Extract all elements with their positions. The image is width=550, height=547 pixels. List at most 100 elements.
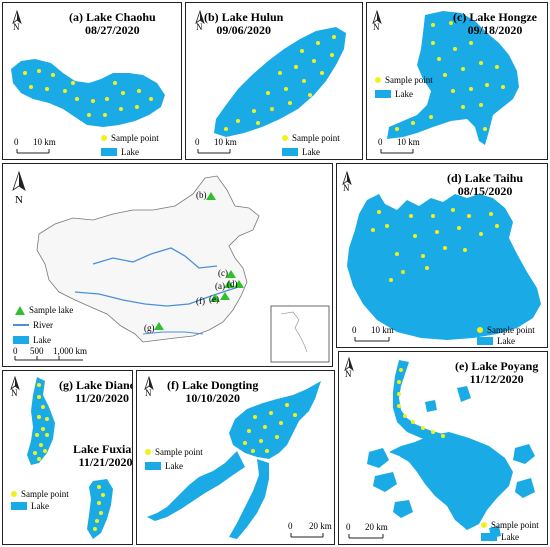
fuxian-title: Lake Fuxian 11/21/2020 <box>73 443 133 469</box>
chaohu-sample-points <box>23 69 153 117</box>
poyang-sample-points <box>397 368 445 438</box>
north-label: N <box>13 22 20 32</box>
lake-name: (d) Lake Taihu <box>447 171 524 185</box>
dongting-south-channel <box>229 459 269 539</box>
panel-dianchi: N (g) Lake Dianchi 11/20/2020 Lake Fuxia… <box>2 370 133 545</box>
scale-zero: 0 <box>352 325 357 335</box>
sample-point-icon <box>101 135 107 141</box>
lake-fuxian-shape <box>87 479 113 539</box>
legend-label: Sample point <box>487 325 535 335</box>
label-e: (e) <box>209 294 219 304</box>
lake-hulun-shape <box>214 27 346 137</box>
legend-lake: Lake <box>481 532 519 542</box>
dongting-west-channel <box>147 451 245 521</box>
legend-lake: Lake <box>282 147 320 157</box>
scale-distance: 10 km <box>397 137 420 147</box>
north-label: N <box>196 22 203 32</box>
legend-lake: Lake <box>477 336 515 346</box>
sample-point-icon <box>282 135 288 141</box>
lake-name: (b) Lake Hulun <box>204 10 284 24</box>
legend-label: Lake <box>33 335 51 345</box>
scale-zero: 0 <box>378 137 383 147</box>
legend-sample-point: Sample point <box>11 489 69 499</box>
scale-distance: 20 km <box>309 521 332 531</box>
legend-label: Lake <box>121 147 139 157</box>
scale-zero: 0 <box>14 137 19 147</box>
chaohu-title: (a) Lake Chaohu 08/27/2020 <box>69 11 156 37</box>
legend-lake: Lake <box>11 501 49 511</box>
lake-name: (f) Lake Dongting <box>167 378 259 392</box>
legend-sample-point: Sample point <box>481 520 539 530</box>
lake-swatch-icon <box>13 336 29 344</box>
legend-lake: Lake <box>375 89 413 99</box>
north-arrow-icon <box>10 375 20 391</box>
north-label: N <box>343 183 350 193</box>
dongting-title: (f) Lake Dongting 10/10/2020 <box>167 379 258 405</box>
legend-sample-point: Sample point <box>477 325 535 335</box>
scale-zero: 0 <box>346 522 351 532</box>
scale-zero: 0 <box>13 346 18 356</box>
scale-distance: 20 km <box>365 522 388 532</box>
survey-date: 08/27/2020 <box>85 23 140 37</box>
china-map <box>12 170 330 363</box>
label-b: (b) <box>196 190 207 200</box>
panel-china: N (b) (c) (d) (a) (e) (f) (g) Sample lak… <box>2 163 333 367</box>
survey-date: 09/18/2020 <box>467 23 523 37</box>
fuxian-sample-points <box>93 485 105 531</box>
legend-lake: Lake <box>145 461 183 471</box>
hulun-title: (b) Lake Hulun 09/06/2020 <box>204 11 283 37</box>
scale-distance: 10 km <box>371 325 394 335</box>
taihu-map <box>342 170 541 342</box>
panel-taihu: N (d) Lake Taihu 08/15/2020 0 10 km Samp… <box>336 163 548 348</box>
yellow-river <box>92 247 218 269</box>
poyang-map <box>344 356 535 539</box>
chaohu-map <box>11 9 165 154</box>
legend-label: Sample point <box>21 489 69 499</box>
north-label: N <box>145 388 152 398</box>
dianchi-title: (g) Lake Dianchi 11/20/2020 <box>59 379 132 405</box>
sample-point-icon <box>477 327 483 333</box>
legend-lake: Lake <box>101 147 139 157</box>
lake-dongting-shape <box>229 381 321 459</box>
north-label: N <box>345 369 352 379</box>
label-c: (c) <box>218 268 228 278</box>
legend-river: River <box>13 320 53 330</box>
north-label: N <box>373 22 380 32</box>
legend-label: Sample point <box>385 75 433 85</box>
lake-swatch-icon <box>481 533 497 541</box>
north-arrow-icon <box>342 170 352 186</box>
sample-lake-markers <box>154 192 244 330</box>
survey-date: 11/12/2020 <box>469 372 524 386</box>
north-arrow-icon <box>195 9 205 25</box>
lake-swatch-icon <box>477 337 493 345</box>
panel-hongze: N (c) Lake Hongze 09/18/2020 0 10 km Sam… <box>366 2 548 160</box>
legend-lake: Lake <box>13 335 51 345</box>
north-arrow-icon <box>12 9 22 25</box>
lake-swatch-icon <box>145 462 161 470</box>
dianchi-map <box>10 375 113 539</box>
lake-name: (a) Lake Chaohu <box>69 10 156 24</box>
sample-point-icon <box>481 522 487 528</box>
survey-date: 09/06/2020 <box>216 23 272 37</box>
hongze-sample-points <box>395 21 505 131</box>
sample-point-icon <box>145 449 151 455</box>
taihu-title: (d) Lake Taihu 08/15/2020 <box>447 172 523 198</box>
legend-sample-lake: Sample lake <box>15 305 73 315</box>
north-label: N <box>15 194 23 206</box>
lake-name: (e) Lake Poyang <box>455 359 539 373</box>
legend-label: Sample lake <box>29 305 74 315</box>
sample-lake-icon <box>15 305 25 315</box>
yangtze-river <box>74 287 236 307</box>
scale-distance: 10 km <box>214 137 237 147</box>
panel-chaohu: N (a) Lake Chaohu 08/27/2020 0 10 km Sam… <box>2 2 182 160</box>
panel-dongting: N (f) Lake Dongting 10/10/2020 Sample po… <box>136 370 335 545</box>
lake-poyang-north <box>393 360 457 442</box>
label-f: (f) <box>196 296 205 306</box>
hongze-title: (c) Lake Hongze 09/18/2020 <box>453 11 537 37</box>
sample-point-icon <box>375 77 381 83</box>
lake-swatch-icon <box>282 148 298 156</box>
hulun-map <box>195 9 346 154</box>
survey-date: 11/21/2020 <box>78 455 133 469</box>
lake-name: (c) Lake Hongze <box>453 10 537 24</box>
hongze-map <box>372 9 519 154</box>
